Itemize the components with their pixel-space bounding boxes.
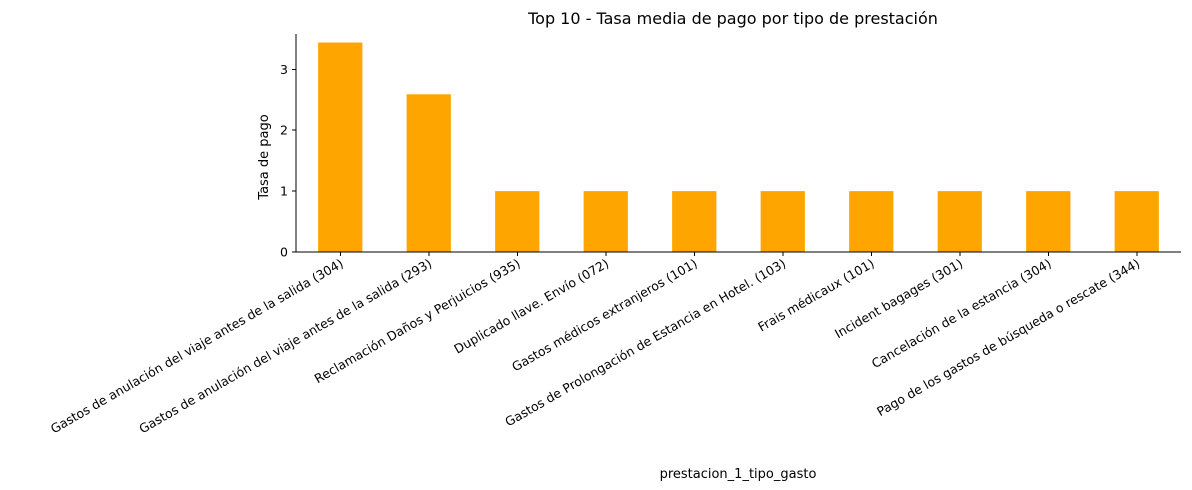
bar-9 <box>1026 191 1071 252</box>
bar-8 <box>937 191 982 252</box>
y-tick-label: 3 <box>280 62 288 77</box>
bars-group <box>318 42 1159 252</box>
y-tick-label: 1 <box>280 184 288 199</box>
bar-1 <box>318 42 363 252</box>
bar-10 <box>1114 191 1159 252</box>
y-axis-label: Tasa de pago <box>257 114 272 200</box>
x-tick-label: Gastos de anulación del viaje antes de l… <box>48 256 346 437</box>
y-axis-ticks: 0 1 2 3 <box>280 62 296 260</box>
x-tick-label: Duplicado llave. Envío (072) <box>451 256 611 357</box>
bar-4 <box>583 191 628 252</box>
y-tick-label: 0 <box>280 245 288 260</box>
bar-2 <box>406 94 451 252</box>
bar-3 <box>495 191 540 252</box>
x-axis-ticks: Gastos de anulación del viaje antes de l… <box>48 252 1142 436</box>
bar-6 <box>760 191 805 252</box>
x-axis-label: prestacion_1_tipo_gasto <box>660 467 817 482</box>
y-tick-label: 2 <box>280 123 288 138</box>
x-tick-label: Cancelación de la estancia (304) <box>869 256 1054 371</box>
bar-7 <box>849 191 894 252</box>
bar-5 <box>672 191 717 252</box>
chart-title: Top 10 - Tasa media de pago por tipo de … <box>527 9 938 28</box>
